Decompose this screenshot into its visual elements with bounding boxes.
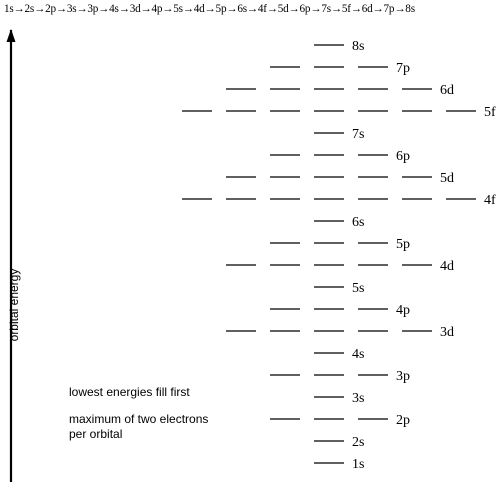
level-label-2s: 2s bbox=[352, 435, 364, 450]
energy-level-3d: 3d bbox=[226, 325, 454, 340]
energy-level-5f: 5f bbox=[182, 105, 496, 120]
level-label-7p: 7p bbox=[396, 61, 410, 76]
level-label-5d: 5d bbox=[440, 171, 454, 186]
energy-level-1s: 1s bbox=[314, 457, 364, 472]
level-label-3d: 3d bbox=[440, 325, 454, 340]
energy-level-2s: 2s bbox=[314, 435, 364, 450]
energy-level-6d: 6d bbox=[226, 83, 454, 98]
energy-level-5d: 5d bbox=[226, 171, 454, 186]
energy-level-2p: 2p bbox=[270, 413, 410, 428]
level-label-5f: 5f bbox=[484, 105, 496, 120]
level-label-6s: 6s bbox=[352, 215, 364, 230]
level-label-2p: 2p bbox=[396, 413, 410, 428]
level-label-6d: 6d bbox=[440, 83, 454, 98]
level-label-5s: 5s bbox=[352, 281, 364, 296]
energy-level-7s: 7s bbox=[314, 127, 364, 142]
level-label-1s: 1s bbox=[352, 457, 364, 472]
level-label-3s: 3s bbox=[352, 391, 364, 406]
axis-label: orbital energy bbox=[7, 268, 21, 342]
energy-axis-arrowhead bbox=[6, 29, 16, 42]
level-label-7s: 7s bbox=[352, 127, 364, 142]
level-label-5p: 5p bbox=[396, 237, 410, 252]
energy-level-7p: 7p bbox=[270, 61, 410, 76]
level-label-4p: 4p bbox=[396, 303, 410, 318]
note-lowest-energies: lowest energies fill first bbox=[69, 385, 190, 399]
energy-levels: 1s 2s 2p 3s 3p 4s 3d 4p 5s 4d 5p 6s 4f 5d 6p 7s 5f 6d 7p 8s bbox=[182, 39, 496, 472]
energy-level-4s: 4s bbox=[314, 347, 364, 362]
energy-level-3s: 3s bbox=[314, 391, 364, 406]
energy-level-5s: 5s bbox=[314, 281, 364, 296]
energy-level-5p: 5p bbox=[270, 237, 410, 252]
level-label-4f: 4f bbox=[484, 193, 496, 208]
note-per-orbital: per orbital bbox=[69, 427, 123, 441]
energy-level-4p: 4p bbox=[270, 303, 410, 318]
energy-level-6s: 6s bbox=[314, 215, 364, 230]
level-label-8s: 8s bbox=[352, 39, 364, 54]
level-label-6p: 6p bbox=[396, 149, 410, 164]
energy-level-8s: 8s bbox=[314, 39, 364, 54]
energy-level-6p: 6p bbox=[270, 149, 410, 164]
energy-level-4d: 4d bbox=[226, 259, 454, 274]
level-label-4s: 4s bbox=[352, 347, 364, 362]
filling-order-sequence: 1s→2s→2p→3s→3p→4s→3d→4p→5s→4d→5p→6s→4f→5… bbox=[4, 3, 415, 15]
note-max-electrons: maximum of two electrons bbox=[69, 412, 209, 426]
energy-level-3p: 3p bbox=[270, 369, 410, 384]
level-label-3p: 3p bbox=[396, 369, 410, 384]
level-label-4d: 4d bbox=[440, 259, 454, 274]
energy-level-4f: 4f bbox=[182, 193, 496, 208]
